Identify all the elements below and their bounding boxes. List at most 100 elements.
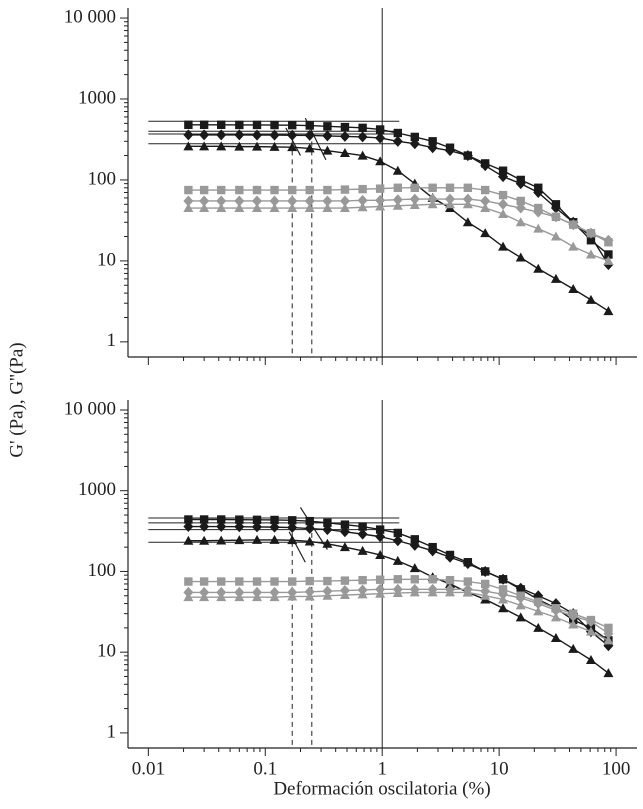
marker-diamond <box>533 598 544 610</box>
marker-square <box>217 577 226 586</box>
marker-diamond <box>462 193 473 205</box>
marker-square <box>358 522 367 531</box>
marker-diamond <box>234 129 245 141</box>
marker-triangle <box>304 143 315 153</box>
marker-triangle <box>515 252 526 262</box>
marker-square <box>184 185 193 195</box>
marker-square <box>184 515 193 524</box>
marker-triangle <box>216 535 227 545</box>
marker-square <box>604 623 613 633</box>
marker-diamond <box>357 528 368 540</box>
marker-diamond <box>375 132 386 144</box>
marker-square <box>393 528 403 538</box>
marker-triangle <box>183 203 194 213</box>
marker-square <box>217 185 226 195</box>
marker-triangle <box>409 200 420 210</box>
marker-diamond <box>533 186 544 198</box>
marker-diamond <box>357 131 368 143</box>
marker-triangle <box>409 563 420 573</box>
marker-diamond <box>269 195 280 207</box>
marker-triangle <box>269 141 280 151</box>
marker-diamond <box>515 202 526 214</box>
marker-diamond <box>462 150 473 162</box>
marker-triangle <box>322 145 333 155</box>
marker-triangle <box>269 203 280 213</box>
marker-diamond <box>216 129 227 141</box>
marker-square <box>323 518 332 528</box>
series-line <box>188 203 609 262</box>
x-tick-label: 10 <box>490 758 509 779</box>
marker-square <box>270 577 279 586</box>
y-tick-label: 10 000 <box>64 398 116 419</box>
marker-triangle <box>585 654 596 664</box>
marker-diamond <box>515 592 526 604</box>
marker-square <box>516 196 525 206</box>
marker-square <box>340 122 350 132</box>
marker-diamond <box>322 195 333 207</box>
marker-diamond <box>445 551 456 563</box>
marker-square <box>199 577 209 586</box>
marker-square <box>288 120 297 130</box>
marker-triangle <box>357 150 368 160</box>
marker-triangle <box>304 536 315 546</box>
marker-square <box>498 166 508 175</box>
marker-triangle <box>585 249 596 259</box>
marker-diamond <box>269 521 280 533</box>
marker-square <box>305 576 314 586</box>
marker-triangle <box>533 263 544 273</box>
marker-square <box>323 122 332 131</box>
marker-diamond <box>427 545 438 557</box>
marker-square <box>199 515 209 524</box>
marker-triangle <box>322 590 333 600</box>
marker-square <box>340 576 350 585</box>
marker-square <box>375 575 385 584</box>
marker-triangle <box>462 587 473 597</box>
marker-square <box>463 183 473 192</box>
marker-triangle <box>427 199 438 209</box>
marker-square <box>323 185 332 195</box>
marker-triangle <box>199 592 210 602</box>
marker-square <box>235 577 244 586</box>
marker-square <box>235 120 244 130</box>
marker-square <box>235 185 244 195</box>
marker-diamond <box>234 195 245 207</box>
x-tick-label: 0.1 <box>253 758 277 779</box>
marker-square <box>428 183 437 192</box>
marker-triangle <box>445 587 456 597</box>
marker-diamond <box>287 129 298 141</box>
marker-square <box>604 250 613 259</box>
marker-triangle <box>375 156 386 166</box>
marker-square <box>252 120 262 130</box>
marker-triangle <box>269 534 280 544</box>
marker-square <box>481 579 490 589</box>
marker-square <box>252 515 262 525</box>
marker-triangle <box>498 241 509 251</box>
marker-diamond <box>568 610 579 622</box>
marker-triangle <box>392 200 403 210</box>
marker-square <box>410 132 420 142</box>
marker-triangle <box>603 635 614 645</box>
y-tick-label: 1 <box>107 721 117 742</box>
marker-square <box>252 577 262 586</box>
marker-square <box>340 185 350 194</box>
marker-square <box>358 123 367 133</box>
marker-diamond <box>533 206 544 218</box>
marker-triangle <box>252 141 263 151</box>
marker-square <box>305 121 314 130</box>
marker-triangle <box>392 588 403 598</box>
marker-square <box>288 185 297 195</box>
marker-triangle <box>550 632 561 642</box>
marker-diamond <box>515 178 526 190</box>
marker-triangle <box>392 555 403 565</box>
marker-triangle <box>357 545 368 555</box>
marker-diamond <box>252 521 263 533</box>
marker-triangle <box>339 542 350 552</box>
marker-diamond <box>392 194 403 206</box>
marker-square <box>375 184 385 193</box>
y-tick-label: 10 <box>97 641 116 662</box>
marker-triangle <box>462 217 473 227</box>
marker-triangle <box>304 591 315 601</box>
x-tick-label: 100 <box>602 758 631 779</box>
marker-triangle <box>183 592 194 602</box>
